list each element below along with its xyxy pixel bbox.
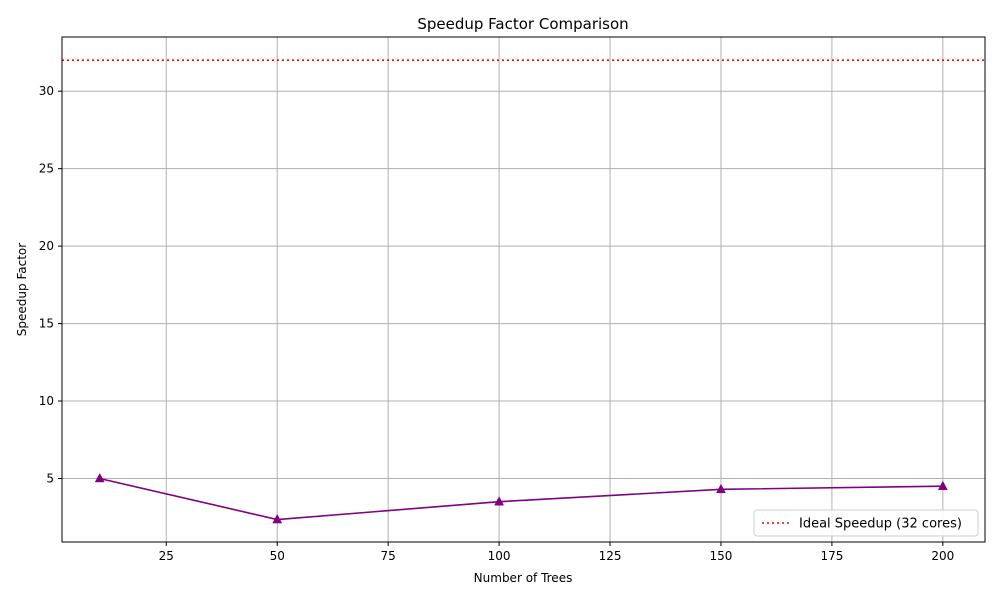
x-tick-label: 175 [820, 549, 843, 563]
data-point [937, 480, 948, 490]
x-axis-ticks: 25 50 75 100 125 150 175 200 [159, 542, 954, 563]
x-tick-label: 200 [931, 549, 954, 563]
legend-box [753, 509, 979, 537]
x-tick-label: 50 [270, 549, 285, 563]
x-tick-label: 125 [599, 549, 622, 563]
plot-frame [61, 36, 986, 543]
x-tick-label: 150 [710, 549, 733, 563]
data-point [494, 496, 505, 506]
y-axis-label: Speedup Factor [15, 243, 29, 336]
x-axis-label: Number of Trees [474, 571, 573, 585]
data-point [716, 483, 726, 494]
y-tick-label: 30 [39, 84, 54, 98]
legend-label: Ideal Speedup (32 cores) [799, 517, 962, 532]
x-tick-label: 100 [488, 549, 511, 563]
series-layer [94, 472, 948, 524]
x-tick-label: 75 [381, 549, 396, 563]
chart-title: Speedup Factor Comparison [417, 15, 628, 33]
grid [62, 37, 985, 542]
y-tick-label: 15 [39, 317, 54, 331]
y-tick-label: 20 [39, 239, 54, 253]
x-tick-label: 25 [159, 549, 174, 563]
y-axis-ticks: 5 10 15 20 25 30 [39, 84, 62, 485]
data-point [94, 472, 105, 483]
data-point [272, 514, 283, 524]
y-tick-label: 5 [46, 471, 54, 485]
y-tick-label: 10 [39, 394, 54, 408]
y-tick-label: 25 [39, 162, 54, 176]
legend: Ideal Speedup (32 cores) [753, 509, 979, 537]
